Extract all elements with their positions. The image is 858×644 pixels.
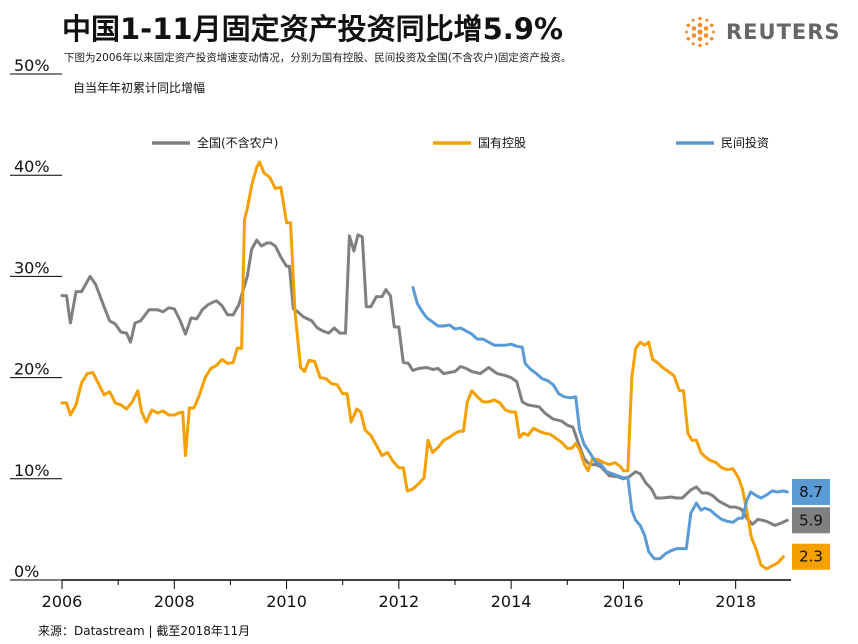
end-label-national: 5.9 (799, 511, 823, 529)
x-tick-label: 2010 (266, 592, 307, 611)
x-tick-label: 2012 (378, 592, 419, 611)
y-tick-label: 10% (14, 461, 50, 480)
y-tick-label: 50% (14, 56, 50, 75)
source-note: 来源：Datastream | 截至2018年11月 (38, 624, 251, 638)
y-axis-ticks: 0% 10% 20% 30% 40% 50% (10, 56, 62, 581)
series-line-state (60, 160, 785, 571)
x-tick-label: 2018 (715, 592, 756, 611)
y-tick-label: 20% (14, 360, 50, 379)
x-tick-label: 2006 (42, 592, 83, 611)
x-tick-label: 2008 (154, 592, 195, 611)
reuters-brand: REUTERS (682, 14, 841, 50)
y-tick-label: 40% (14, 157, 50, 176)
legend-label: 全国(不含农户) (197, 135, 278, 150)
chart-subtitle: 下图为2006年以来固定资产投资增速变动情况，分别为国有控股、民间投资及全国(不… (64, 52, 572, 64)
series-lines (60, 160, 789, 571)
end-label-state: 2.3 (799, 548, 823, 566)
y-axis-label: 自当年年初累计同比增幅 (73, 80, 205, 95)
legend: 全国(不含农户) 国有控股 民间投资 (152, 135, 769, 150)
brand-name: REUTERS (726, 20, 841, 44)
series-line-private (411, 286, 789, 561)
end-label-box-private (792, 478, 830, 505)
end-label-private: 8.7 (799, 483, 823, 501)
y-tick-label: 0% (14, 562, 39, 581)
end-value-labels: 8.7 5.9 2.3 (792, 478, 830, 570)
y-tick-label: 30% (14, 258, 50, 277)
reuters-logo-icon (685, 16, 715, 48)
end-label-box-national (792, 507, 830, 534)
chart-title: 中国1-11月固定资产投资同比增5.9% (62, 12, 564, 46)
series-line-national (60, 233, 789, 527)
end-label-box-state (792, 543, 830, 570)
legend-label: 国有控股 (478, 136, 526, 150)
x-tick-label: 2016 (603, 592, 644, 611)
x-axis: 2006 2008 2010 2012 2014 2016 2018 (42, 579, 791, 611)
x-tick-label: 2014 (491, 592, 532, 611)
legend-label: 民间投资 (721, 135, 769, 150)
